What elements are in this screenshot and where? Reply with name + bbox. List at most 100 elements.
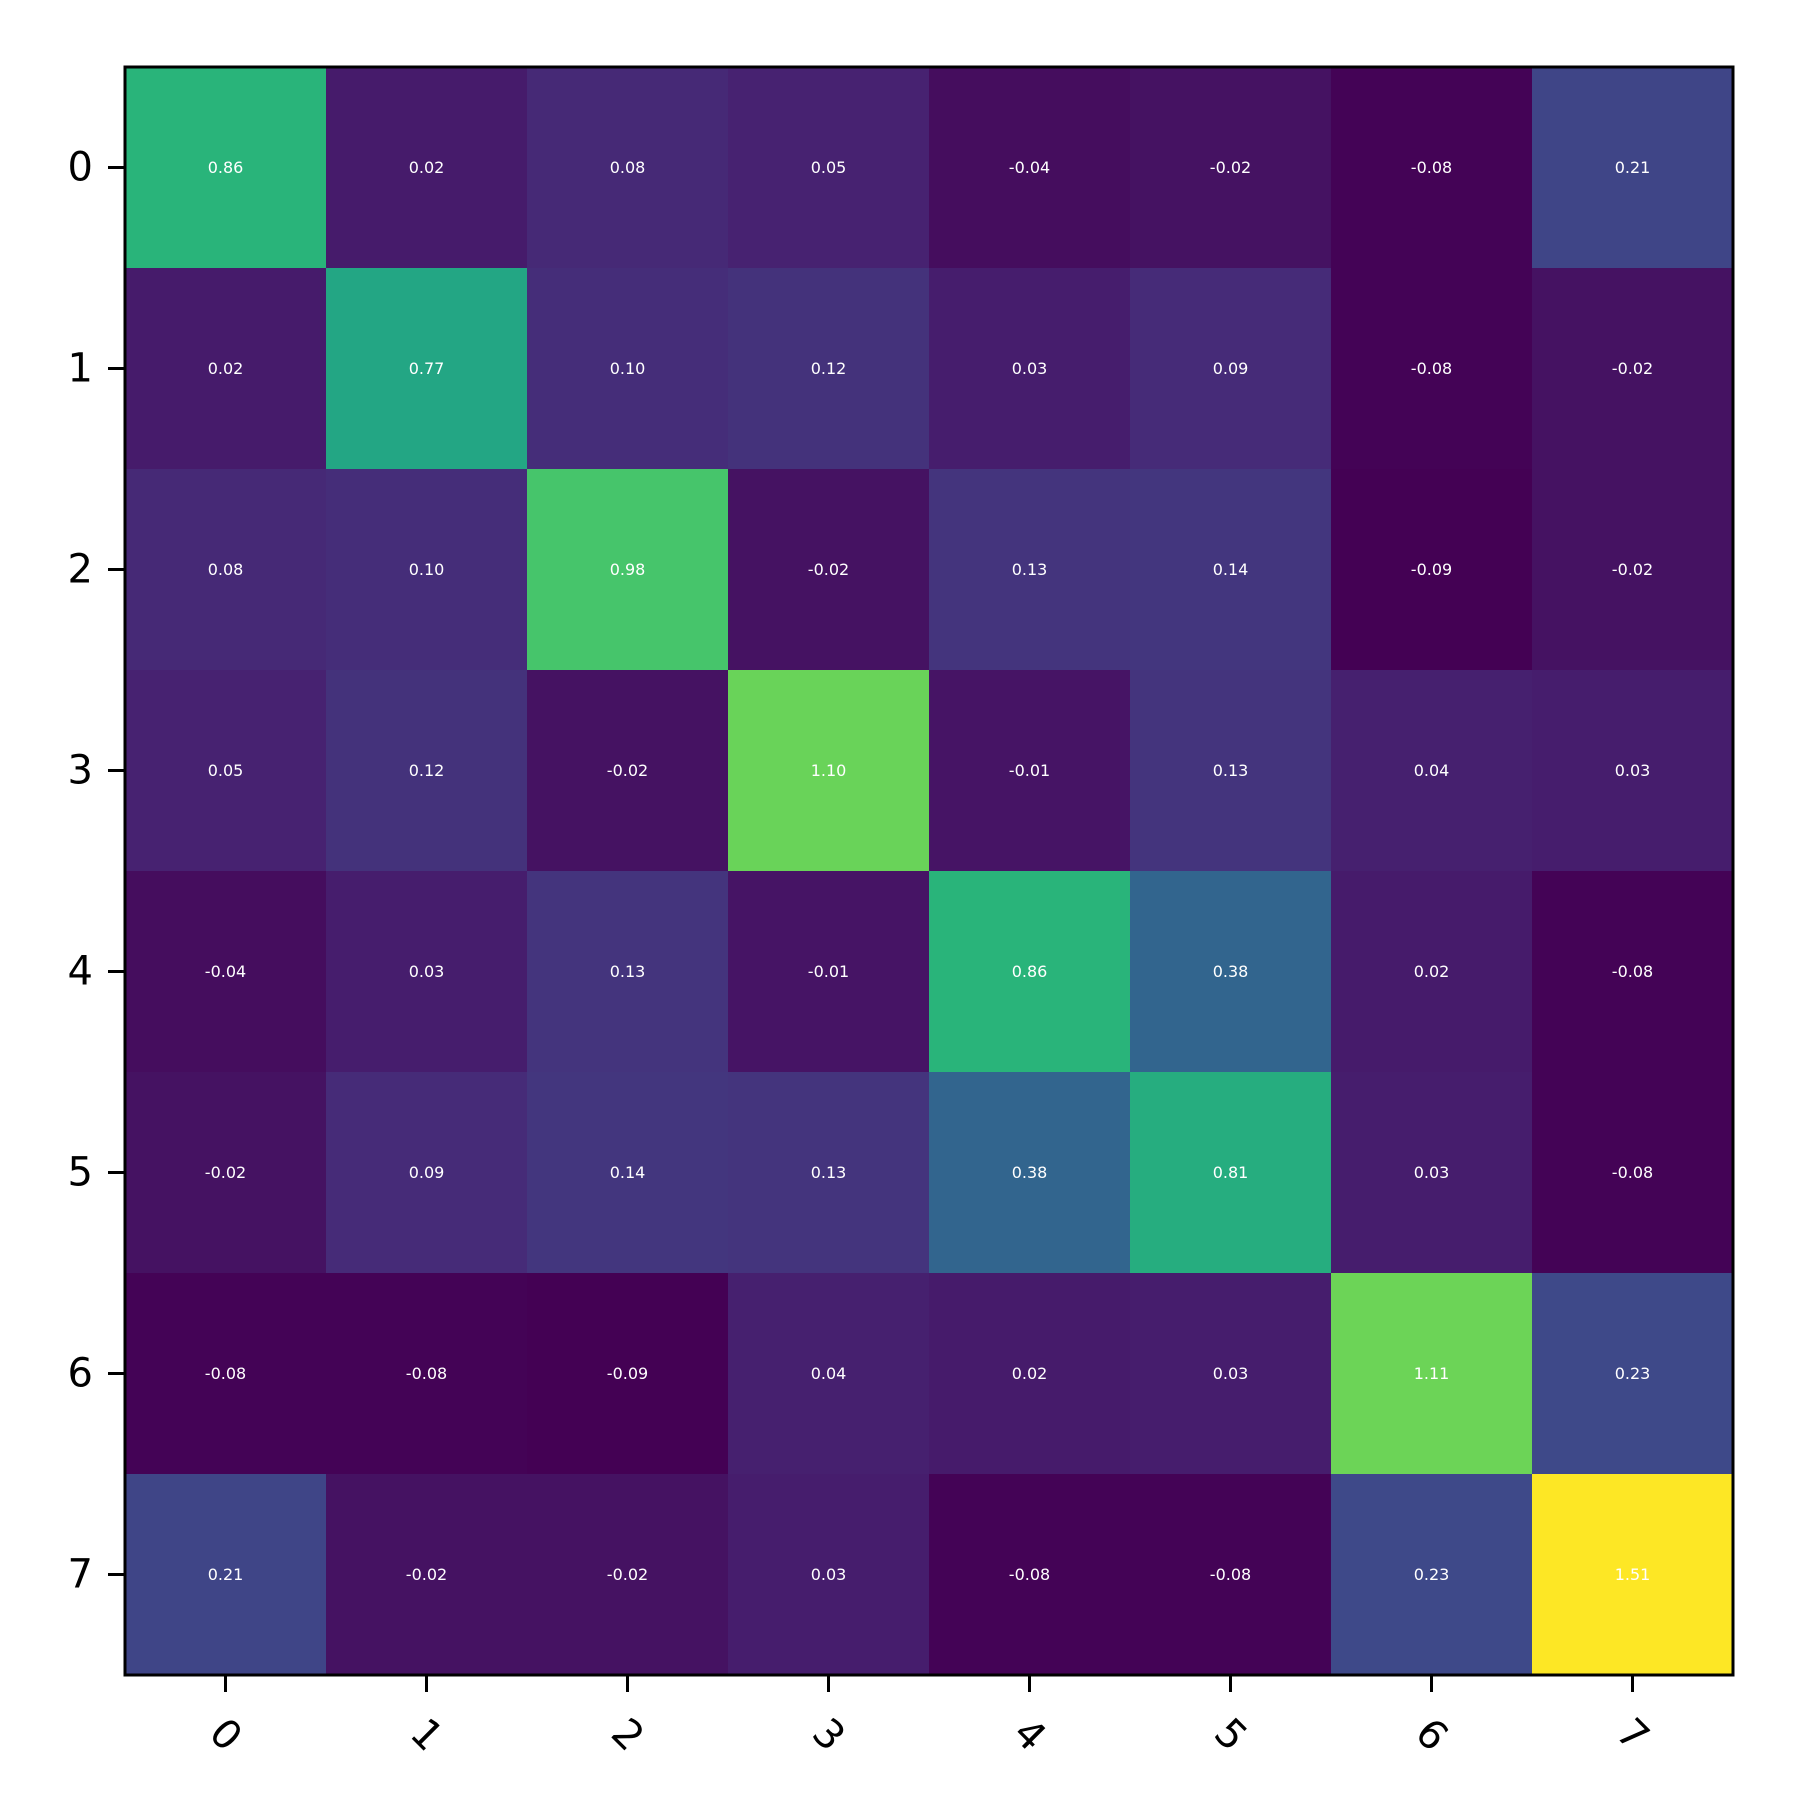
cell-value-label-3-3: 1.10 xyxy=(811,761,847,780)
heatmap-cell-6-4 xyxy=(929,1273,1131,1475)
heatmap-cell-1-4 xyxy=(929,268,1131,470)
heatmap-cell-3-2 xyxy=(527,670,729,872)
heatmap-cell-6-3 xyxy=(728,1273,930,1475)
cell-value-label-6-1: -0.08 xyxy=(406,1364,447,1383)
cell-value-label-7-6: 0.23 xyxy=(1414,1565,1450,1584)
heatmap-cell-1-7 xyxy=(1532,268,1734,470)
heatmap-cells xyxy=(125,67,1734,1676)
cell-value-label-1-1: 0.77 xyxy=(409,359,445,378)
heatmap-cell-5-7 xyxy=(1532,1072,1734,1274)
cell-value-label-4-1: 0.03 xyxy=(409,962,445,981)
heatmap-cell-7-2 xyxy=(527,1474,729,1676)
heatmap-cell-0-2 xyxy=(527,67,729,269)
heatmap-cell-4-4 xyxy=(929,871,1131,1073)
cell-value-label-5-5: 0.81 xyxy=(1213,1163,1249,1182)
heatmap-cell-1-6 xyxy=(1331,268,1533,470)
cell-value-label-2-3: -0.02 xyxy=(808,560,849,579)
y-tick-label-5: 5 xyxy=(68,1150,93,1196)
cell-value-label-4-7: -0.08 xyxy=(1612,962,1653,981)
heatmap-cell-0-3 xyxy=(728,67,930,269)
heatmap-cell-6-0 xyxy=(125,1273,327,1475)
heatmap-cell-0-6 xyxy=(1331,67,1533,269)
heatmap-cell-2-5 xyxy=(1130,469,1332,671)
cell-value-label-7-2: -0.02 xyxy=(607,1565,648,1584)
heatmap-cell-2-1 xyxy=(326,469,528,671)
cell-value-label-1-5: 0.09 xyxy=(1213,359,1249,378)
heatmap-cell-5-0 xyxy=(125,1072,327,1274)
heatmap-cell-7-6 xyxy=(1331,1474,1533,1676)
cell-value-label-6-2: -0.09 xyxy=(607,1364,648,1383)
heatmap-cell-4-1 xyxy=(326,871,528,1073)
cell-value-label-5-6: 0.03 xyxy=(1414,1163,1450,1182)
heatmap-cell-3-5 xyxy=(1130,670,1332,872)
cell-value-label-3-6: 0.04 xyxy=(1414,761,1450,780)
heatmap-cell-1-5 xyxy=(1130,268,1332,470)
y-tick-label-4: 4 xyxy=(68,949,93,995)
cell-value-label-3-4: -0.01 xyxy=(1009,761,1050,780)
cell-value-label-2-6: -0.09 xyxy=(1411,560,1452,579)
heatmap-cell-0-0 xyxy=(125,67,327,269)
heatmap-cell-4-5 xyxy=(1130,871,1332,1073)
cell-value-label-3-2: -0.02 xyxy=(607,761,648,780)
heatmap-cell-2-7 xyxy=(1532,469,1734,671)
cell-value-label-0-4: -0.04 xyxy=(1009,158,1050,177)
y-tick-label-0: 0 xyxy=(68,145,93,191)
cell-value-label-4-2: 0.13 xyxy=(610,962,646,981)
cell-value-label-3-5: 0.13 xyxy=(1213,761,1249,780)
heatmap-cell-0-1 xyxy=(326,67,528,269)
cell-value-label-1-6: -0.08 xyxy=(1411,359,1452,378)
heatmap-cell-3-0 xyxy=(125,670,327,872)
cell-value-label-2-0: 0.08 xyxy=(208,560,244,579)
cell-value-label-4-4: 0.86 xyxy=(1012,962,1048,981)
cell-value-label-3-0: 0.05 xyxy=(208,761,244,780)
heatmap-cell-labels: 0.86 0.02 0.08 0.05 -0.04 -0.02 -0.08 0.21 0.02 0… xyxy=(205,158,1653,1584)
cell-value-label-3-1: 0.12 xyxy=(409,761,445,780)
cell-value-label-6-4: 0.02 xyxy=(1012,1364,1048,1383)
heatmap-cell-1-1 xyxy=(326,268,528,470)
y-tick-label-6: 6 xyxy=(68,1351,93,1397)
heatmap-cell-1-2 xyxy=(527,268,729,470)
heatmap-cell-4-7 xyxy=(1532,871,1734,1073)
y-tick-label-2: 2 xyxy=(68,547,93,593)
cell-value-label-5-1: 0.09 xyxy=(409,1163,445,1182)
heatmap-cell-2-6 xyxy=(1331,469,1533,671)
cell-value-label-0-7: 0.21 xyxy=(1615,158,1651,177)
cell-value-label-1-0: 0.02 xyxy=(208,359,244,378)
cell-value-label-2-4: 0.13 xyxy=(1012,560,1048,579)
heatmap-cell-5-5 xyxy=(1130,1072,1332,1274)
heatmap-cell-0-7 xyxy=(1532,67,1734,269)
heatmap-cell-2-2 xyxy=(527,469,729,671)
cell-value-label-7-0: 0.21 xyxy=(208,1565,244,1584)
cell-value-label-0-5: -0.02 xyxy=(1210,158,1251,177)
cell-value-label-6-5: 0.03 xyxy=(1213,1364,1249,1383)
heatmap-cell-4-2 xyxy=(527,871,729,1073)
heatmap-cell-5-3 xyxy=(728,1072,930,1274)
cell-value-label-7-4: -0.08 xyxy=(1009,1565,1050,1584)
heatmap-cell-0-5 xyxy=(1130,67,1332,269)
heatmap-cell-5-6 xyxy=(1331,1072,1533,1274)
heatmap-cell-3-3 xyxy=(728,670,930,872)
heatmap-cell-7-1 xyxy=(326,1474,528,1676)
heatmap-cell-1-3 xyxy=(728,268,930,470)
heatmap-cell-3-4 xyxy=(929,670,1131,872)
cell-value-label-7-1: -0.02 xyxy=(406,1565,447,1584)
cell-value-label-3-7: 0.03 xyxy=(1615,761,1651,780)
heatmap-cell-7-5 xyxy=(1130,1474,1332,1676)
heatmap-cell-2-0 xyxy=(125,469,327,671)
heatmap-cell-7-4 xyxy=(929,1474,1131,1676)
heatmap-cell-3-6 xyxy=(1331,670,1533,872)
cell-value-label-7-7: 1.51 xyxy=(1615,1565,1651,1584)
heatmap-cell-1-0 xyxy=(125,268,327,470)
heatmap-cell-6-1 xyxy=(326,1273,528,1475)
cell-value-label-4-0: -0.04 xyxy=(205,962,246,981)
cell-value-label-0-2: 0.08 xyxy=(610,158,646,177)
cell-value-label-1-4: 0.03 xyxy=(1012,359,1048,378)
heatmap-cell-4-6 xyxy=(1331,871,1533,1073)
cell-value-label-6-7: 0.23 xyxy=(1615,1364,1651,1383)
heatmap-cell-2-3 xyxy=(728,469,930,671)
cell-value-label-5-2: 0.14 xyxy=(610,1163,646,1182)
heatmap-cell-6-7 xyxy=(1532,1273,1734,1475)
cell-value-label-5-3: 0.13 xyxy=(811,1163,847,1182)
cell-value-label-1-7: -0.02 xyxy=(1612,359,1653,378)
